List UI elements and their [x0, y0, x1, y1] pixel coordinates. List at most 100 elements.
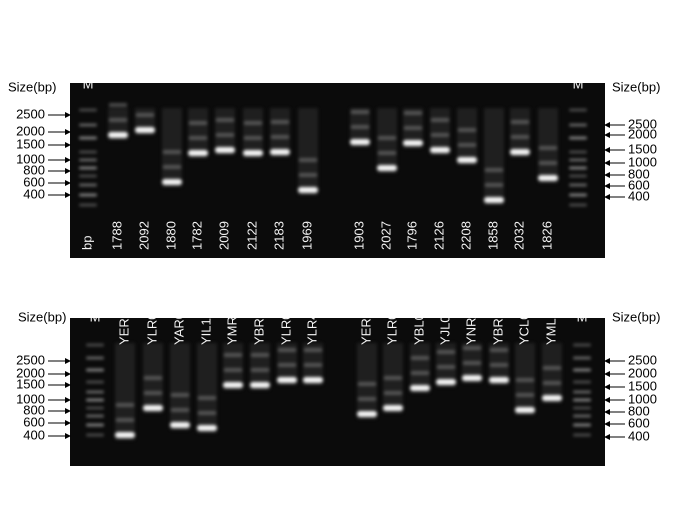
main-band	[515, 407, 535, 413]
main-band	[462, 375, 482, 381]
lane-gene-label: YHR207C	[189, 19, 204, 78]
faint-band	[411, 371, 429, 375]
faint-band	[516, 378, 534, 382]
lane-size-label: 2452	[251, 471, 266, 500]
ladder-band	[79, 174, 97, 178]
faint-band	[431, 133, 449, 137]
lane-gene-label: YMR278W	[224, 281, 239, 345]
faint-band	[516, 393, 534, 397]
faint-band	[304, 348, 322, 352]
faint-band	[116, 418, 134, 422]
size-label: 2500	[628, 352, 657, 367]
main-band	[197, 425, 217, 431]
marker-label: M	[573, 76, 584, 91]
faint-band	[144, 391, 162, 395]
lane-gene-label: YBR185C	[490, 287, 505, 345]
faint-band	[278, 348, 296, 352]
lane-size-label: 1824	[116, 471, 131, 500]
main-band	[457, 157, 477, 163]
main-band	[489, 377, 509, 383]
ladder-band	[79, 203, 97, 207]
ladder-band	[79, 136, 97, 140]
lane-size-label: 2416	[171, 471, 186, 500]
lane-size-label: 2142	[516, 471, 531, 500]
lane-size-label: 2138	[278, 471, 293, 500]
faint-band	[109, 118, 127, 122]
faint-band	[171, 393, 189, 397]
faint-band	[437, 350, 455, 354]
main-band	[250, 382, 270, 388]
lane-size-label: 1880	[163, 221, 178, 250]
ladder-band	[79, 193, 97, 197]
size-label: 400	[628, 428, 650, 443]
lane-gene-label: YIL079C	[431, 27, 446, 78]
ladder-band	[79, 123, 97, 127]
lane-smear	[377, 108, 397, 173]
ladder-band	[86, 390, 104, 394]
lane-size-label: 2092	[136, 221, 151, 250]
main-band	[143, 405, 163, 411]
faint-band	[304, 363, 322, 367]
lane-gene-label: YBL033C	[411, 289, 426, 345]
lane-gene-label: YKL191W	[136, 19, 151, 78]
ladder-band	[573, 414, 591, 418]
size-label: 1000	[628, 391, 657, 406]
ladder-band	[573, 390, 591, 394]
lane-size-label: 2121	[198, 471, 213, 500]
ladder-band	[573, 433, 591, 437]
ladder-band	[573, 368, 591, 372]
main-band	[170, 422, 190, 428]
faint-band	[404, 111, 422, 115]
lane-size-label: 2239	[358, 471, 373, 500]
lane-gene-label: YIL111W	[198, 293, 213, 345]
ladder-band	[86, 343, 104, 347]
size-label: 800	[23, 162, 45, 177]
size-label: 400	[628, 188, 650, 203]
faint-band	[458, 143, 476, 147]
lane-size-label: 2205	[304, 471, 319, 500]
size-label: 1000	[628, 154, 657, 169]
lane-size-label: 2377	[411, 471, 426, 500]
main-band	[538, 175, 558, 181]
faint-band	[189, 121, 207, 125]
size-label: 2500	[628, 116, 657, 131]
lane-size-label: 1788	[109, 221, 124, 250]
ladder-band	[86, 423, 104, 427]
main-band	[484, 197, 504, 203]
faint-band	[511, 120, 529, 124]
lane-size-label: 2183	[271, 221, 286, 250]
faint-band	[384, 391, 402, 395]
size-label: 2500	[16, 106, 45, 121]
lane-gene-label: YLR079W	[144, 285, 159, 345]
lane-gene-label: YDR222W	[351, 16, 366, 78]
lane-gene-label: YCL044C	[516, 289, 531, 345]
faint-band	[351, 125, 369, 129]
marker-label: M	[83, 76, 94, 91]
ladder-band	[79, 183, 97, 187]
size-label: 2000	[16, 123, 45, 138]
size-label: 2000	[628, 365, 657, 380]
size-label: 400	[23, 186, 45, 201]
ladder-band	[569, 136, 587, 140]
main-band	[377, 165, 397, 171]
size-label: 600	[23, 174, 45, 189]
lane-size-label: 2122	[244, 221, 259, 250]
lane-smear	[188, 108, 208, 158]
faint-band	[144, 376, 162, 380]
lane-smear	[162, 108, 182, 187]
faint-band	[278, 363, 296, 367]
lane-gene-label: YAR028W	[171, 285, 186, 345]
ladder-band	[86, 368, 104, 372]
faint-band	[163, 165, 181, 169]
faint-band	[358, 382, 376, 386]
ladder-band	[86, 406, 104, 410]
faint-band	[198, 396, 216, 400]
main-band	[403, 140, 423, 146]
lane-gene-label: YPR054W	[163, 17, 178, 78]
lane-gene-label: YJL058C	[437, 292, 452, 345]
faint-band	[411, 356, 429, 360]
lane-size-label: 1782	[189, 221, 204, 250]
faint-band	[511, 135, 529, 139]
ladder-band	[86, 356, 104, 360]
